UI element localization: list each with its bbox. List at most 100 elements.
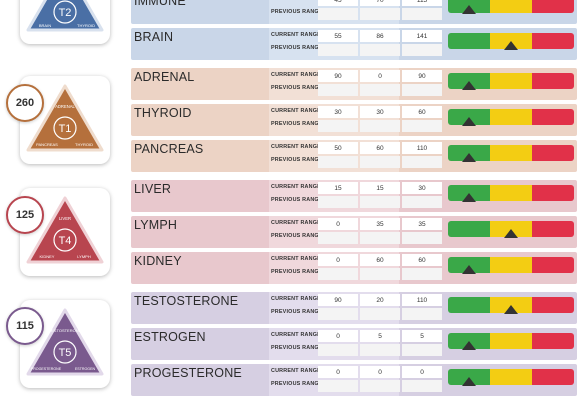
badge-left-label: KIDNEY xyxy=(40,254,55,259)
score-value: 260 xyxy=(15,97,35,109)
current-value-a: 90 xyxy=(318,294,358,306)
score-circle: 115 xyxy=(6,307,44,345)
previous-value-c xyxy=(402,308,442,320)
previous-range-label: PREVIOUS RANGE xyxy=(271,197,323,203)
previous-value-b xyxy=(360,156,400,168)
badge-card-t4: LIVER T4 KIDNEY LYMPH xyxy=(20,188,110,276)
row-name: LYMPH xyxy=(134,218,178,232)
previous-range-label: PREVIOUS RANGE xyxy=(271,381,323,387)
current-value-b: 60 xyxy=(360,254,400,266)
range-marker-icon xyxy=(504,305,518,314)
previous-range-label: PREVIOUS RANGE xyxy=(271,233,323,239)
previous-value-c xyxy=(402,156,442,168)
current-value-a: 0 xyxy=(318,218,358,230)
current-value-b: 35 xyxy=(360,218,400,230)
row-brain: BRAIN CURRENT RANGE PREVIOUS RANGE 55 86 … xyxy=(131,28,577,60)
previous-value-c xyxy=(402,380,442,392)
current-value-b: 0 xyxy=(360,366,400,378)
previous-value-a xyxy=(318,344,358,356)
row-name: TESTOSTERONE xyxy=(134,294,239,308)
badge-top-label: LIVER xyxy=(59,216,71,221)
current-value-b: 5 xyxy=(360,330,400,342)
previous-value-a xyxy=(318,84,358,96)
badge-card-t2: T2 BRAIN THYROID xyxy=(20,0,110,44)
row-name: BRAIN xyxy=(134,30,174,44)
previous-value-c xyxy=(402,268,442,280)
current-value-a: 50 xyxy=(318,142,358,154)
previous-value-b xyxy=(360,120,400,132)
previous-value-c xyxy=(402,344,442,356)
previous-value-a xyxy=(318,196,358,208)
current-value-c: 60 xyxy=(402,106,442,118)
previous-value-b xyxy=(360,44,400,56)
previous-value-a xyxy=(318,44,358,56)
current-range-label: CURRENT RANGE xyxy=(271,332,321,338)
previous-range-label: PREVIOUS RANGE xyxy=(271,269,323,275)
current-value-c: 110 xyxy=(402,294,442,306)
range-marker-icon xyxy=(462,153,477,162)
current-range-label: CURRENT RANGE xyxy=(271,72,321,78)
previous-range-label: PREVIOUS RANGE xyxy=(271,121,323,127)
previous-value-b xyxy=(360,268,400,280)
current-range-label: CURRENT RANGE xyxy=(271,368,321,374)
range-marker-icon xyxy=(462,81,477,90)
badge-card-t1: ADRENAL T1 PANCREAS THYROID xyxy=(20,76,110,164)
row-name: IMMUNE xyxy=(134,0,186,8)
previous-value-b xyxy=(360,84,400,96)
previous-value-c xyxy=(402,8,442,20)
current-value-c: 35 xyxy=(402,218,442,230)
badge-label: T1 xyxy=(59,123,72,135)
previous-value-a xyxy=(318,120,358,132)
badge-left-label: PROGESTERONE xyxy=(31,367,62,371)
range-meter xyxy=(448,333,574,349)
range-marker-icon xyxy=(504,229,518,238)
row-adrenal: ADRENAL CURRENT RANGE PREVIOUS RANGE 90 0… xyxy=(131,68,577,100)
row-progesterone: PROGESTERONE CURRENT RANGE PREVIOUS RANGE… xyxy=(131,364,577,396)
current-value-a: 55 xyxy=(318,30,358,42)
current-value-b: 60 xyxy=(360,142,400,154)
current-range-label: CURRENT RANGE xyxy=(271,256,321,262)
row-name: ADRENAL xyxy=(134,70,195,84)
range-marker-icon xyxy=(462,117,477,126)
current-range-label: CURRENT RANGE xyxy=(271,184,321,190)
current-value-c: 110 xyxy=(402,142,442,154)
row-name: PANCREAS xyxy=(134,142,204,156)
current-value-c: 0 xyxy=(402,366,442,378)
current-value-a: 30 xyxy=(318,106,358,118)
previous-value-b xyxy=(360,232,400,244)
badge-top-label: ADRENAL xyxy=(55,104,75,109)
current-value-c: 30 xyxy=(402,182,442,194)
row-immune: IMMUNE CURRENT RANGE PREVIOUS RANGE 45 70… xyxy=(131,0,577,24)
current-range-label: CURRENT RANGE xyxy=(271,220,321,226)
badge-left-label: PANCREAS xyxy=(36,142,58,147)
previous-value-a xyxy=(318,308,358,320)
current-value-b: 15 xyxy=(360,182,400,194)
badge-right-label: LYMPH xyxy=(77,254,91,259)
previous-value-c xyxy=(402,120,442,132)
current-range-label: CURRENT RANGE xyxy=(271,0,321,2)
triangle-badge-icon: ADRENAL T1 PANCREAS THYROID xyxy=(26,84,104,152)
current-range-label: CURRENT RANGE xyxy=(271,296,321,302)
current-value-c: 115 xyxy=(402,0,442,6)
range-marker-icon xyxy=(504,41,518,50)
row-testosterone: TESTOSTERONE CURRENT RANGE PREVIOUS RANGE… xyxy=(131,292,577,324)
range-marker-icon xyxy=(462,377,477,386)
range-meter xyxy=(448,109,574,125)
range-marker-icon xyxy=(462,341,477,350)
previous-value-b xyxy=(360,8,400,20)
row-estrogen: ESTROGEN CURRENT RANGE PREVIOUS RANGE 0 5… xyxy=(131,328,577,360)
score-circle: 260 xyxy=(6,84,44,122)
previous-value-b xyxy=(360,196,400,208)
current-value-a: 0 xyxy=(318,254,358,266)
row-name: PROGESTERONE xyxy=(134,366,242,380)
row-thyroid: THYROID CURRENT RANGE PREVIOUS RANGE 30 3… xyxy=(131,104,577,136)
badge-label: T5 xyxy=(59,347,72,359)
current-range-label: CURRENT RANGE xyxy=(271,32,321,38)
row-name: LIVER xyxy=(134,182,172,196)
previous-value-a xyxy=(318,156,358,168)
row-kidney: KIDNEY CURRENT RANGE PREVIOUS RANGE 0 60 … xyxy=(131,252,577,284)
current-value-c: 5 xyxy=(402,330,442,342)
current-value-a: 0 xyxy=(318,330,358,342)
current-value-a: 15 xyxy=(318,182,358,194)
range-marker-icon xyxy=(462,265,477,274)
